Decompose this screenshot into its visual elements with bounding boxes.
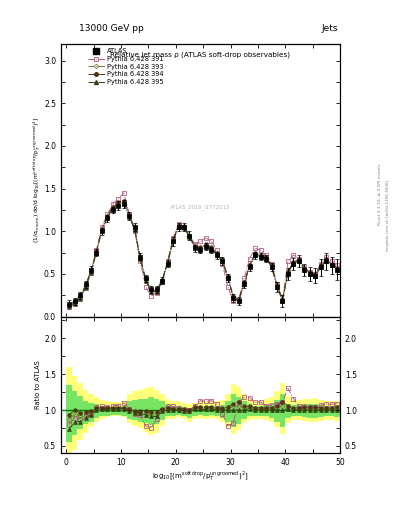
- Text: Rivet 3.1.10; ≥ 3.1M events: Rivet 3.1.10; ≥ 3.1M events: [378, 164, 382, 225]
- Text: Relative jet mass ρ (ATLAS soft-drop observables): Relative jet mass ρ (ATLAS soft-drop obs…: [110, 52, 290, 58]
- Text: 13000 GeV pp: 13000 GeV pp: [79, 24, 143, 33]
- Text: Jets: Jets: [321, 24, 338, 33]
- Legend: ATLAS, Pythia 6.428 391, Pythia 6.428 393, Pythia 6.428 394, Pythia 6.428 395: ATLAS, Pythia 6.428 391, Pythia 6.428 39…: [86, 47, 165, 86]
- Text: mcplots.cern.ch [arXiv:1306.3436]: mcplots.cern.ch [arXiv:1306.3436]: [386, 180, 390, 250]
- Y-axis label: Ratio to ATLAS: Ratio to ATLAS: [35, 360, 41, 409]
- Text: ATLAS_2019_I1772013: ATLAS_2019_I1772013: [170, 204, 231, 210]
- X-axis label: log$_{10}$[(m$^{\rm soft\,drop}$/p$_T^{\rm ungroomed}$)$^2$]: log$_{10}$[(m$^{\rm soft\,drop}$/p$_T^{\…: [152, 470, 249, 483]
- Y-axis label: (1/σ$_{\rm resumi}$) dσ/d log$_{10}$[(m$^{\rm soft\,drop}$/p$_T^{\rm ungroomed}$: (1/σ$_{\rm resumi}$) dσ/d log$_{10}$[(m$…: [31, 117, 42, 243]
